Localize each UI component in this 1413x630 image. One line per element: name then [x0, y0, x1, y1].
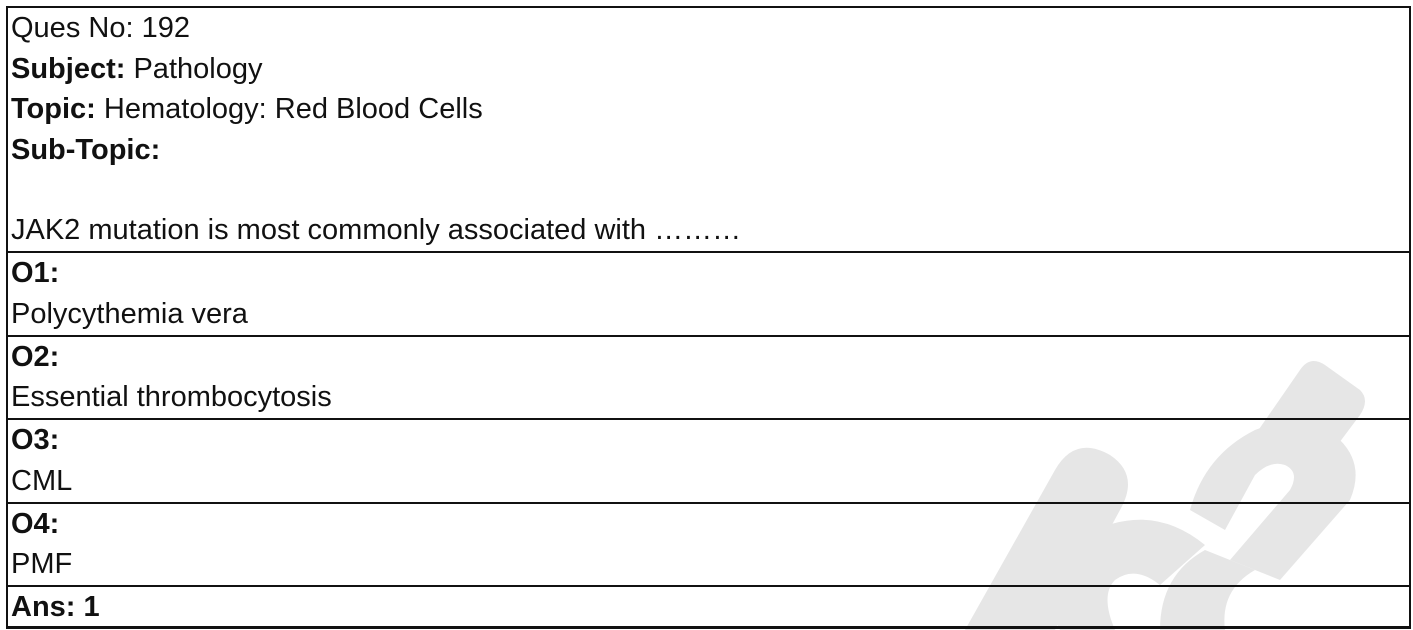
option-1-label: O1: — [11, 257, 60, 289]
option-3-label: O3: — [11, 424, 60, 456]
topic-line: Topic: Hematology: Red Blood Cells — [11, 89, 1409, 130]
option-2: O2: Essential thrombocytosis — [8, 337, 1409, 420]
option-3: O3: CML — [8, 420, 1409, 504]
option-4-label: O4: — [11, 507, 60, 540]
option-1-text: Polycythemia vera — [11, 297, 248, 330]
question-sheet: Ques No: 192 Subject: Pathology Topic: H… — [6, 6, 1411, 629]
subject-value: Pathology — [133, 52, 263, 85]
answer-row: Ans: 1 — [8, 587, 1409, 629]
question-number-line: Ques No: 192 — [11, 8, 1409, 49]
question-number: 192 — [141, 12, 190, 44]
topic-value: Hematology: Red Blood Cells — [103, 93, 483, 125]
question-block: Ques No: 192 Subject: Pathology Topic: H… — [8, 8, 1409, 253]
option-1: O1: Polycythemia vera — [8, 253, 1409, 337]
subtopic-label: Sub-Topic: — [11, 133, 161, 166]
option-2-text: Essential thrombocytosis — [11, 381, 332, 413]
option-4: O4: PMF — [8, 504, 1409, 587]
subject-line: Subject: Pathology — [11, 49, 1409, 90]
subject-label: Subject: — [11, 52, 126, 85]
subtopic-line: Sub-Topic: — [11, 130, 1409, 171]
question-stem: JAK2 mutation is most commonly associate… — [11, 214, 742, 246]
topic-label: Topic: — [11, 93, 96, 125]
answer-text: Ans: 1 — [11, 591, 100, 623]
blank-line — [11, 170, 1409, 210]
question-number-label: Ques No: — [11, 12, 134, 44]
option-3-text: CML — [11, 464, 73, 497]
option-4-text: PMF — [11, 548, 73, 580]
option-2-label: O2: — [11, 340, 60, 373]
